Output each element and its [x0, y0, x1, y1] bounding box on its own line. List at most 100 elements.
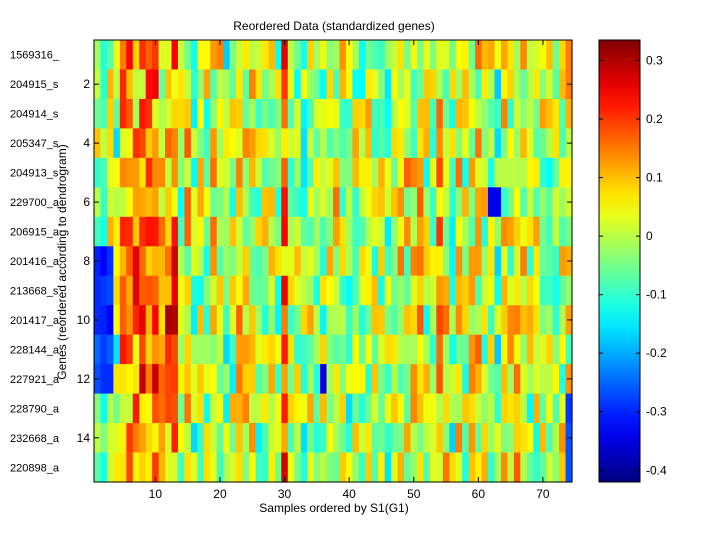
heatmap-cell — [229, 157, 237, 188]
heatmap-cell — [94, 216, 102, 247]
heatmap-cell — [261, 128, 270, 159]
heatmap-cell — [500, 334, 509, 365]
heatmap-cell — [210, 187, 218, 218]
heatmap-cell — [326, 216, 334, 247]
heatmap-cell — [494, 128, 502, 159]
heatmap-cell — [533, 98, 541, 129]
heatmap-cell — [320, 128, 328, 159]
heatmap-cell — [339, 40, 347, 71]
heatmap-cell — [410, 128, 418, 159]
heatmap-cell — [268, 98, 276, 129]
heatmap-cell — [552, 364, 560, 395]
heatmap-cell — [158, 393, 166, 424]
heatmap-cell — [287, 452, 295, 483]
heatmap-cell — [423, 305, 431, 336]
heatmap-cell — [177, 187, 186, 218]
heatmap-cell — [126, 187, 134, 218]
heatmap-cell — [333, 423, 341, 454]
heatmap-cell — [365, 364, 373, 395]
heatmap-cell — [113, 452, 121, 483]
heatmap-cell — [300, 275, 308, 306]
heatmap-cell — [462, 157, 470, 188]
heatmap-cell — [404, 187, 412, 218]
heatmap-cell — [507, 69, 515, 100]
heatmap-cell — [229, 40, 237, 71]
heatmap-cell — [345, 364, 353, 395]
heatmap-cell — [546, 246, 554, 277]
heatmap-cell — [261, 364, 270, 395]
heatmap-cell — [152, 246, 160, 277]
heatmap-cell — [145, 334, 153, 365]
heatmap-cell — [132, 452, 140, 483]
heatmap-cell — [391, 423, 399, 454]
heatmap-cell — [274, 157, 282, 188]
heatmap-cell — [513, 246, 521, 277]
heatmap-cell — [236, 187, 244, 218]
heatmap-cell — [242, 246, 250, 277]
x-tick-label: 60 — [472, 487, 486, 501]
heatmap-cell — [559, 246, 567, 277]
heatmap-cell — [384, 40, 392, 71]
heatmap-cell — [352, 216, 360, 247]
heatmap-cell — [404, 452, 412, 483]
heatmap-cell — [546, 40, 554, 71]
heatmap-cell — [384, 275, 392, 306]
colorbar-tick-label: 0 — [646, 229, 653, 243]
heatmap-cell — [384, 364, 392, 395]
heatmap-cell — [261, 98, 270, 129]
heatmap-cell — [177, 334, 186, 365]
heatmap-cell — [326, 305, 334, 336]
heatmap-cell — [333, 69, 341, 100]
heatmap-cell — [475, 275, 483, 306]
heatmap-cell — [249, 393, 257, 424]
heatmap-cell — [106, 305, 114, 336]
heatmap-cell — [145, 128, 153, 159]
heatmap-cell — [223, 423, 231, 454]
heatmap-cell — [423, 157, 431, 188]
heatmap-cell — [307, 275, 315, 306]
heatmap-cell — [345, 275, 353, 306]
heatmap-cell — [449, 187, 457, 218]
heatmap-cell — [455, 364, 463, 395]
heatmap-cell — [397, 69, 405, 100]
heatmap-cell — [158, 128, 166, 159]
heatmap-cell — [197, 69, 205, 100]
heatmap-cell — [552, 187, 560, 218]
heatmap-cell — [229, 364, 237, 395]
heatmap-cell — [203, 128, 211, 159]
heatmap-cell — [488, 305, 496, 336]
heatmap-cell — [261, 393, 270, 424]
heatmap-cell — [300, 69, 308, 100]
heatmap-cell — [274, 187, 282, 218]
heatmap-cell — [249, 334, 257, 365]
heatmap-cell — [507, 275, 515, 306]
heatmap-cell — [462, 305, 470, 336]
heatmap-cell — [255, 393, 263, 424]
heatmap-cell — [533, 305, 541, 336]
heatmap-cell — [190, 275, 198, 306]
heatmap-cell — [333, 40, 341, 71]
heatmap-cell — [100, 69, 108, 100]
heatmap-cell — [210, 334, 218, 365]
heatmap-cell — [165, 275, 173, 306]
colorbar-frame — [598, 39, 641, 483]
chart-title: Reordered Data (standardized genes) — [233, 19, 434, 33]
heatmap-cell — [378, 423, 386, 454]
heatmap-cell — [184, 423, 192, 454]
heatmap-cell — [294, 334, 302, 365]
heatmap-cell — [533, 275, 541, 306]
heatmap-cell — [139, 364, 147, 395]
heatmap-cell — [520, 187, 528, 218]
heatmap-cell — [261, 305, 270, 336]
heatmap-cell — [565, 393, 573, 424]
y-tick-label: 12 — [77, 372, 91, 386]
heatmap-cell — [94, 452, 102, 483]
heatmap-cell — [462, 364, 470, 395]
heatmap-cell — [416, 305, 425, 336]
heatmap-cell — [429, 246, 437, 277]
heatmap-cell — [391, 187, 399, 218]
heatmap-cell — [384, 98, 392, 129]
heatmap-cell — [333, 98, 341, 129]
heatmap-cell — [442, 246, 450, 277]
heatmap-cell — [171, 393, 179, 424]
